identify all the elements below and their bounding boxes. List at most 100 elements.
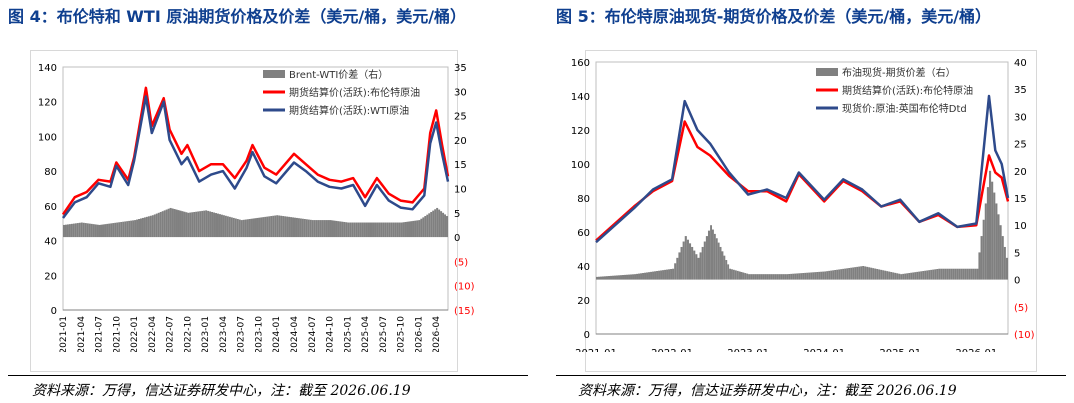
legend-label-4: 期货结算价(活跃):布伦特原油 xyxy=(289,86,420,99)
spread-bar-4 xyxy=(149,215,152,238)
spread-bar-5 xyxy=(806,272,809,280)
spread-bar-5 xyxy=(918,271,921,280)
spread-bar-5 xyxy=(970,268,973,280)
y-tick-label-4: 60 xyxy=(44,202,57,213)
spread-bar-5 xyxy=(954,268,957,280)
x-tick-label-5: 2022-01 xyxy=(651,348,693,352)
spread-bar-5 xyxy=(964,268,967,280)
spread-bar-4 xyxy=(63,224,65,238)
spread-bar-5 xyxy=(902,273,905,280)
x-tick-label-4: 2024-07 xyxy=(308,316,318,352)
legend-label-5: 期货结算价(活跃):布伦特原油 xyxy=(842,84,973,97)
spread-bar-4 xyxy=(185,212,188,238)
spread-bar-4 xyxy=(238,219,241,238)
spread-bar-5 xyxy=(995,203,998,280)
spread-bar-5 xyxy=(719,246,722,280)
spread-bar-5 xyxy=(666,269,669,280)
spread-bar-5 xyxy=(672,268,675,280)
y2-tick-label-5: (10) xyxy=(1014,330,1035,341)
spread-bar-4 xyxy=(72,223,75,238)
spread-bar-5 xyxy=(846,268,849,280)
spread-bar-4 xyxy=(372,222,375,238)
spread-bar-5 xyxy=(600,276,603,280)
spread-bar-4 xyxy=(108,223,111,238)
spread-bar-4 xyxy=(357,222,360,238)
spread-bar-4 xyxy=(331,220,334,238)
spread-bar-5 xyxy=(648,272,651,280)
spread-bar-4 xyxy=(374,222,377,238)
spread-bar-4 xyxy=(84,223,87,238)
spread-bar-4 xyxy=(272,215,275,238)
spread-bar-4 xyxy=(416,220,419,238)
spread-bar-5 xyxy=(636,273,639,280)
series-line-4 xyxy=(62,95,450,219)
spread-bar-5 xyxy=(778,274,781,280)
spread-bar-4 xyxy=(100,224,103,238)
y-tick-label-5: 60 xyxy=(577,228,590,239)
spread-bar-4 xyxy=(280,215,283,238)
spread-bar-4 xyxy=(207,210,210,238)
spread-bar-4 xyxy=(94,224,97,238)
source-note-right: 资料来源：万得，信达证券研发中心，注：截至 2026.06.19 xyxy=(578,383,957,399)
spread-bar-4 xyxy=(240,220,243,238)
spread-bar-5 xyxy=(860,266,863,280)
spread-bar-5 xyxy=(670,269,673,280)
spread-bar-5 xyxy=(842,268,845,280)
spread-bar-4 xyxy=(244,219,247,238)
spread-bar-5 xyxy=(808,272,811,280)
spread-bar-4 xyxy=(250,218,253,238)
spread-bar-5 xyxy=(858,266,861,280)
spread-bar-4 xyxy=(187,212,190,238)
spread-bar-5 xyxy=(882,270,885,280)
chart-5: 0 20 40 60 80 100 120 140 160 (10) (5) 0 5 10 15 20 25 30… xyxy=(571,58,1035,352)
spread-bar-5 xyxy=(612,275,615,280)
spread-bar-5 xyxy=(862,266,865,280)
spread-bar-5 xyxy=(656,271,659,280)
spread-bar-4 xyxy=(201,210,204,238)
spread-bar-4 xyxy=(406,221,409,238)
y-tick-label-4: 140 xyxy=(38,63,57,74)
spread-bar-4 xyxy=(282,216,285,238)
spread-bar-4 xyxy=(442,212,445,238)
spread-bar-5 xyxy=(930,269,933,280)
spread-bar-5 xyxy=(703,241,706,280)
spread-bar-5 xyxy=(788,274,791,280)
spread-bar-5 xyxy=(826,271,829,280)
spread-bar-5 xyxy=(697,257,700,280)
spread-bar-4 xyxy=(359,222,362,238)
spread-bar-5 xyxy=(888,271,891,280)
spread-bar-4 xyxy=(70,223,73,238)
spread-bar-4 xyxy=(157,212,160,238)
x-tick-label-4: 2025-07 xyxy=(379,316,389,352)
spread-bar-5 xyxy=(814,272,817,280)
spread-bar-5 xyxy=(1001,236,1004,280)
spread-bar-4 xyxy=(361,222,364,238)
spread-bar-5 xyxy=(748,274,751,280)
spread-bar-5 xyxy=(934,269,937,280)
spread-bar-5 xyxy=(727,264,730,280)
y2-tick-label-4: (10) xyxy=(454,282,475,293)
spread-bar-5 xyxy=(650,271,653,280)
spread-bar-4 xyxy=(242,219,245,238)
plot-area-5 xyxy=(595,61,1009,335)
spread-bar-4 xyxy=(211,211,214,238)
spread-bar-5 xyxy=(713,233,716,280)
spread-bar-5 xyxy=(620,275,623,280)
spread-bar-4 xyxy=(248,219,251,238)
spread-bar-5 xyxy=(952,268,955,280)
spread-bar-4 xyxy=(224,215,227,238)
spread-bar-5 xyxy=(634,274,637,280)
spread-bar-5 xyxy=(598,276,601,280)
spread-bar-4 xyxy=(153,214,156,238)
spread-bar-5 xyxy=(958,268,961,280)
y-tick-label-4: 120 xyxy=(38,98,57,109)
spread-bar-4 xyxy=(161,211,164,238)
spread-bar-5 xyxy=(822,271,825,280)
x-tick-label-4: 2024-04 xyxy=(290,316,300,352)
spread-bar-5 xyxy=(948,268,951,280)
spread-bar-4 xyxy=(215,213,217,238)
spread-bar-5 xyxy=(984,203,987,280)
spread-bar-4 xyxy=(175,209,178,238)
y-tick-label-5: 120 xyxy=(571,126,590,137)
spread-bar-5 xyxy=(756,274,759,280)
